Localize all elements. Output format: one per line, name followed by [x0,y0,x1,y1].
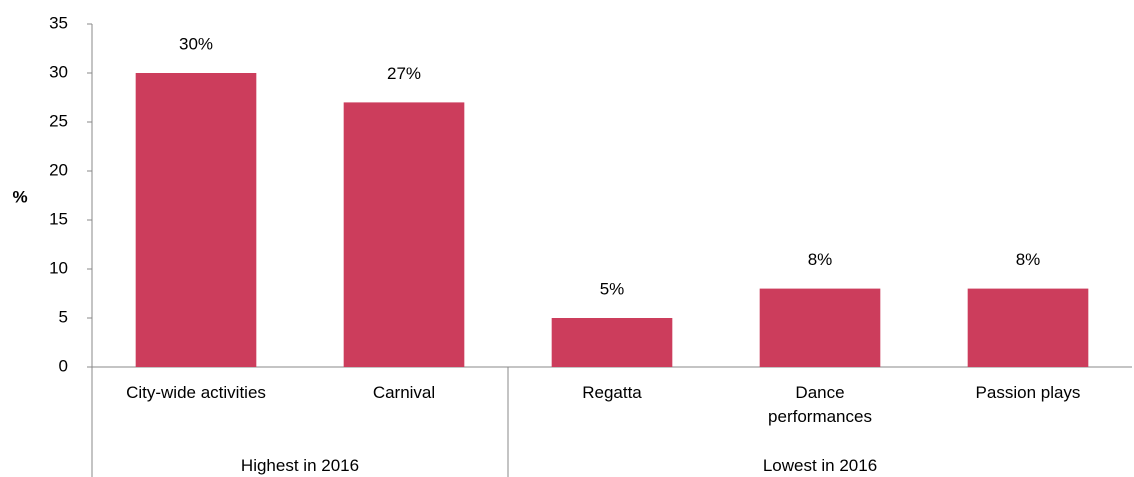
x-tick-label: Regatta [582,383,642,402]
y-tick-label: 35 [49,13,68,32]
x-tick-label: Dance performances [768,383,872,426]
value-label: 8% [808,250,833,269]
value-label: 27% [387,64,421,83]
x-tick-label: City-wide activities [126,383,266,402]
group-label: Lowest in 2016 [762,456,878,475]
value-label: 30% [179,34,213,53]
bar [343,102,465,368]
y-axis-label: % [12,187,27,206]
x-tick-label: Carnival [372,383,436,402]
group-label: Highest in 2016 [240,456,360,475]
y-tick-label: 15 [49,209,68,228]
x-tick-label: Passion plays [975,383,1081,402]
y-tick-label: 10 [49,258,68,277]
y-tick-label: 0 [59,356,68,375]
y-tick-label: 5 [59,307,68,326]
y-tick-label: 25 [49,111,68,130]
value-label: 8% [1016,250,1041,269]
y-tick-label: 30 [49,62,68,81]
bar [967,288,1089,367]
bar [759,288,881,367]
y-tick-label: 20 [49,160,68,179]
bar [135,73,257,367]
value-label: 5% [600,279,625,298]
bar [551,318,673,367]
